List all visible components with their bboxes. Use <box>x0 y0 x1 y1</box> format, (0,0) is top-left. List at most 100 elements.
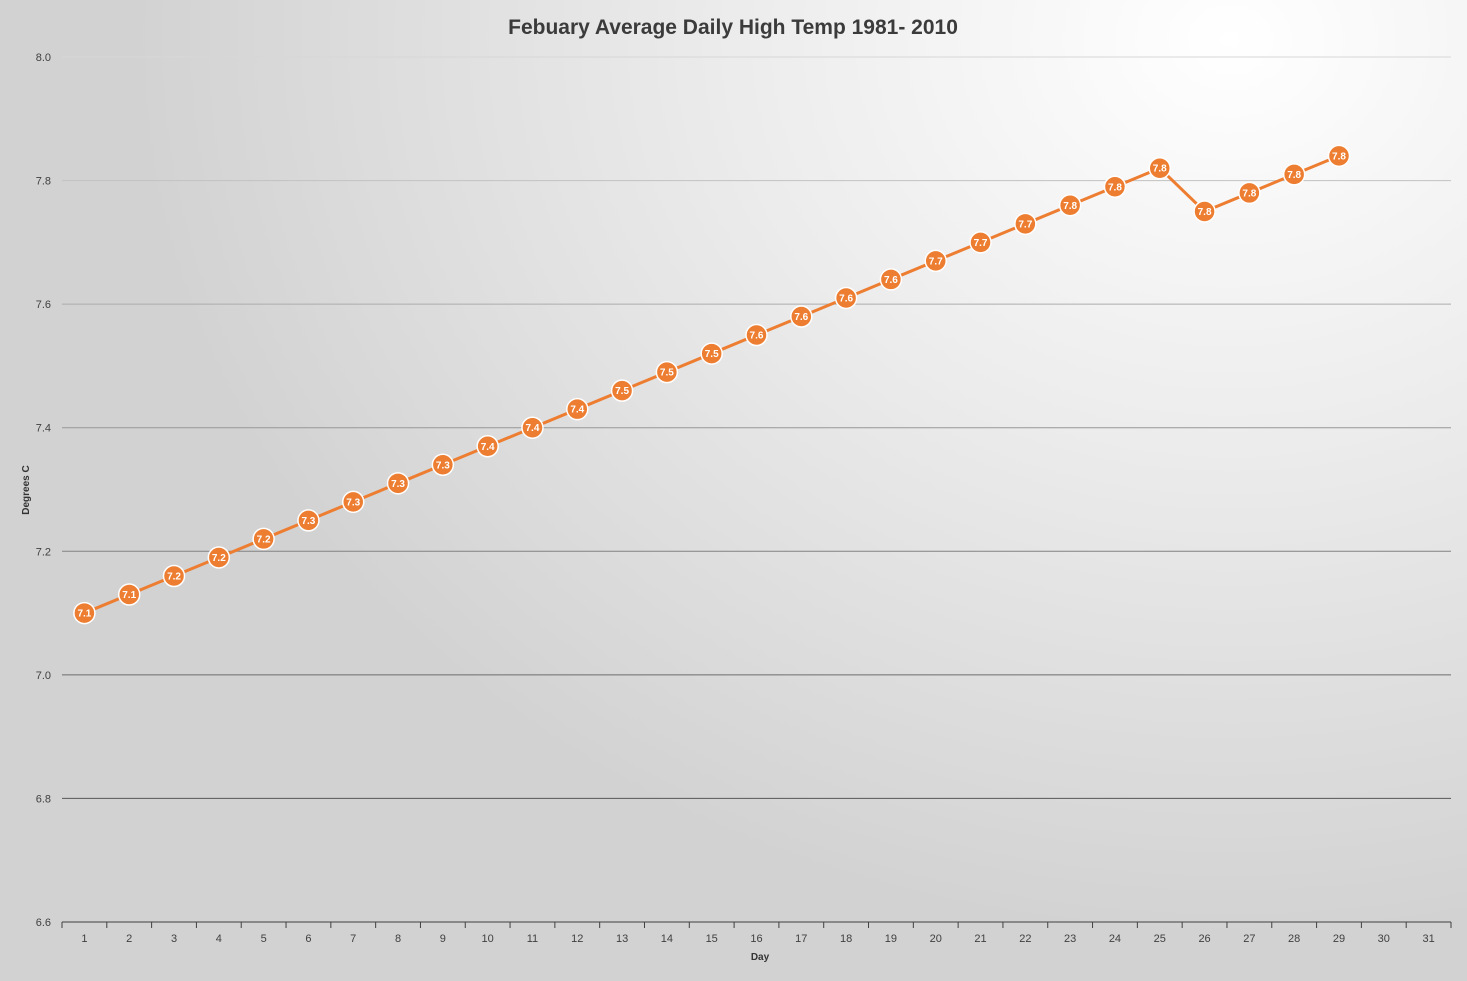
y-axis-title: Degrees C <box>21 465 32 514</box>
data-point-marker <box>700 342 723 365</box>
x-axis-title: Day <box>751 952 770 963</box>
x-tick-label: 9 <box>440 933 446 945</box>
data-label: 7.5 <box>660 368 674 379</box>
data-label: 7.1 <box>122 590 136 601</box>
x-tick-label: 12 <box>571 933 583 945</box>
data-point-marker <box>610 379 634 402</box>
x-tick-label: 16 <box>750 933 762 945</box>
data-point-marker <box>790 305 813 328</box>
x-tick-label: 1 <box>81 933 87 945</box>
data-label: 7.3 <box>346 497 360 508</box>
x-tick-label: 7 <box>350 933 356 945</box>
y-tick-label: 8.0 <box>36 52 51 64</box>
x-tick-label: 17 <box>795 933 807 945</box>
data-point-marker <box>207 546 231 569</box>
data-point-marker <box>431 453 455 477</box>
data-point-marker <box>1238 181 1261 205</box>
y-tick-label: 7.0 <box>36 670 51 682</box>
x-tick-label: 22 <box>1019 933 1031 945</box>
data-label: 7.1 <box>77 609 91 620</box>
data-label: 7.3 <box>301 516 315 527</box>
data-label: 7.8 <box>1108 182 1122 193</box>
data-point-marker <box>341 490 365 514</box>
data-label: 7.8 <box>1287 170 1301 181</box>
data-point-marker <box>879 268 903 291</box>
x-tick-label: 2 <box>126 933 132 945</box>
data-label: 7.5 <box>705 349 719 360</box>
data-label: 7.2 <box>257 534 271 545</box>
data-point-marker <box>521 416 544 439</box>
x-tick-label: 29 <box>1333 933 1345 945</box>
x-tick-label: 27 <box>1243 933 1255 945</box>
x-tick-label: 31 <box>1422 933 1434 945</box>
y-tick-label: 7.6 <box>36 299 51 311</box>
x-tick-label: 24 <box>1109 933 1121 945</box>
x-tick-label: 21 <box>974 933 986 945</box>
x-tick-label: 11 <box>527 933 538 945</box>
x-tick-label: 20 <box>930 933 942 945</box>
data-point-marker <box>73 601 96 625</box>
data-point-marker <box>745 323 768 347</box>
data-label: 7.5 <box>615 386 629 397</box>
x-tick-label: 18 <box>840 933 852 945</box>
x-tick-label: 4 <box>216 933 222 945</box>
data-label: 7.8 <box>1242 188 1256 199</box>
x-axis-ticks: 1 2 3 4 5 6 7 8 9 10 11 12 13 14 15 16 17 18 19 20 21 22 23 24 2… <box>61 922 1452 945</box>
x-tick-label: 3 <box>171 933 177 945</box>
data-label: 7.2 <box>212 553 226 564</box>
data-point-marker <box>1014 212 1037 236</box>
data-label: 7.6 <box>750 331 764 342</box>
y-axis-ticks: 6.6 6.8 7.0 7.2 7.4 7.6 7.8 8.0 <box>36 52 51 929</box>
x-tick-label: 8 <box>395 933 401 945</box>
data-label: 7.7 <box>974 238 988 249</box>
x-tick-label: 14 <box>661 933 673 945</box>
y-tick-label: 6.6 <box>36 917 51 929</box>
data-label: 7.4 <box>570 405 584 416</box>
data-point-marker <box>1148 156 1172 180</box>
data-label: 7.4 <box>481 442 495 453</box>
data-label: 7.3 <box>391 479 405 490</box>
data-point-marker <box>834 286 858 310</box>
x-tick-label: 26 <box>1198 933 1210 945</box>
x-tick-label: 19 <box>885 933 897 945</box>
data-point-marker <box>386 472 410 495</box>
data-label: 7.8 <box>1153 164 1167 175</box>
y-tick-label: 7.2 <box>36 546 51 558</box>
x-tick-label: 5 <box>261 933 267 945</box>
y-tick-label: 7.4 <box>36 423 51 435</box>
data-point-marker <box>1327 144 1351 168</box>
data-point-marker <box>252 527 275 551</box>
data-point-marker <box>969 231 992 254</box>
x-tick-label: 10 <box>482 933 494 945</box>
data-point-marker <box>1103 175 1127 198</box>
x-tick-label: 28 <box>1288 933 1300 945</box>
x-tick-label: 25 <box>1154 933 1166 945</box>
data-point-marker <box>924 249 947 273</box>
data-label: 7.7 <box>1018 219 1032 230</box>
y-tick-label: 6.8 <box>36 793 51 805</box>
x-tick-label: 6 <box>305 933 311 945</box>
data-label: 7.8 <box>1198 207 1212 218</box>
chart-title: Febuary Average Daily High Temp 1981- 20… <box>508 16 958 39</box>
x-tick-label: 15 <box>706 933 718 945</box>
y-tick-label: 7.8 <box>36 176 51 188</box>
data-points: 7.1 7.1 7.2 7.2 7.2 7.3 7.3 7.3 7.3 7.4 7.4 7.4 7.5 7… <box>73 144 1351 625</box>
data-point-marker <box>297 509 320 532</box>
data-point-marker <box>655 360 679 384</box>
x-tick-label: 23 <box>1064 933 1076 945</box>
data-label: 7.6 <box>839 293 853 304</box>
data-point-marker <box>117 583 141 606</box>
gridlines <box>62 56 1451 923</box>
data-point-marker <box>1058 194 1082 217</box>
data-label: 7.3 <box>436 460 450 471</box>
data-label: 7.7 <box>929 256 943 267</box>
data-point-marker <box>162 564 186 588</box>
data-label: 7.4 <box>526 423 540 434</box>
data-point-marker <box>476 435 499 458</box>
data-label: 7.6 <box>794 312 808 323</box>
data-label: 7.8 <box>1332 151 1346 162</box>
data-label: 7.2 <box>167 572 181 583</box>
data-label: 7.6 <box>884 275 898 286</box>
data-point-marker <box>566 397 589 421</box>
